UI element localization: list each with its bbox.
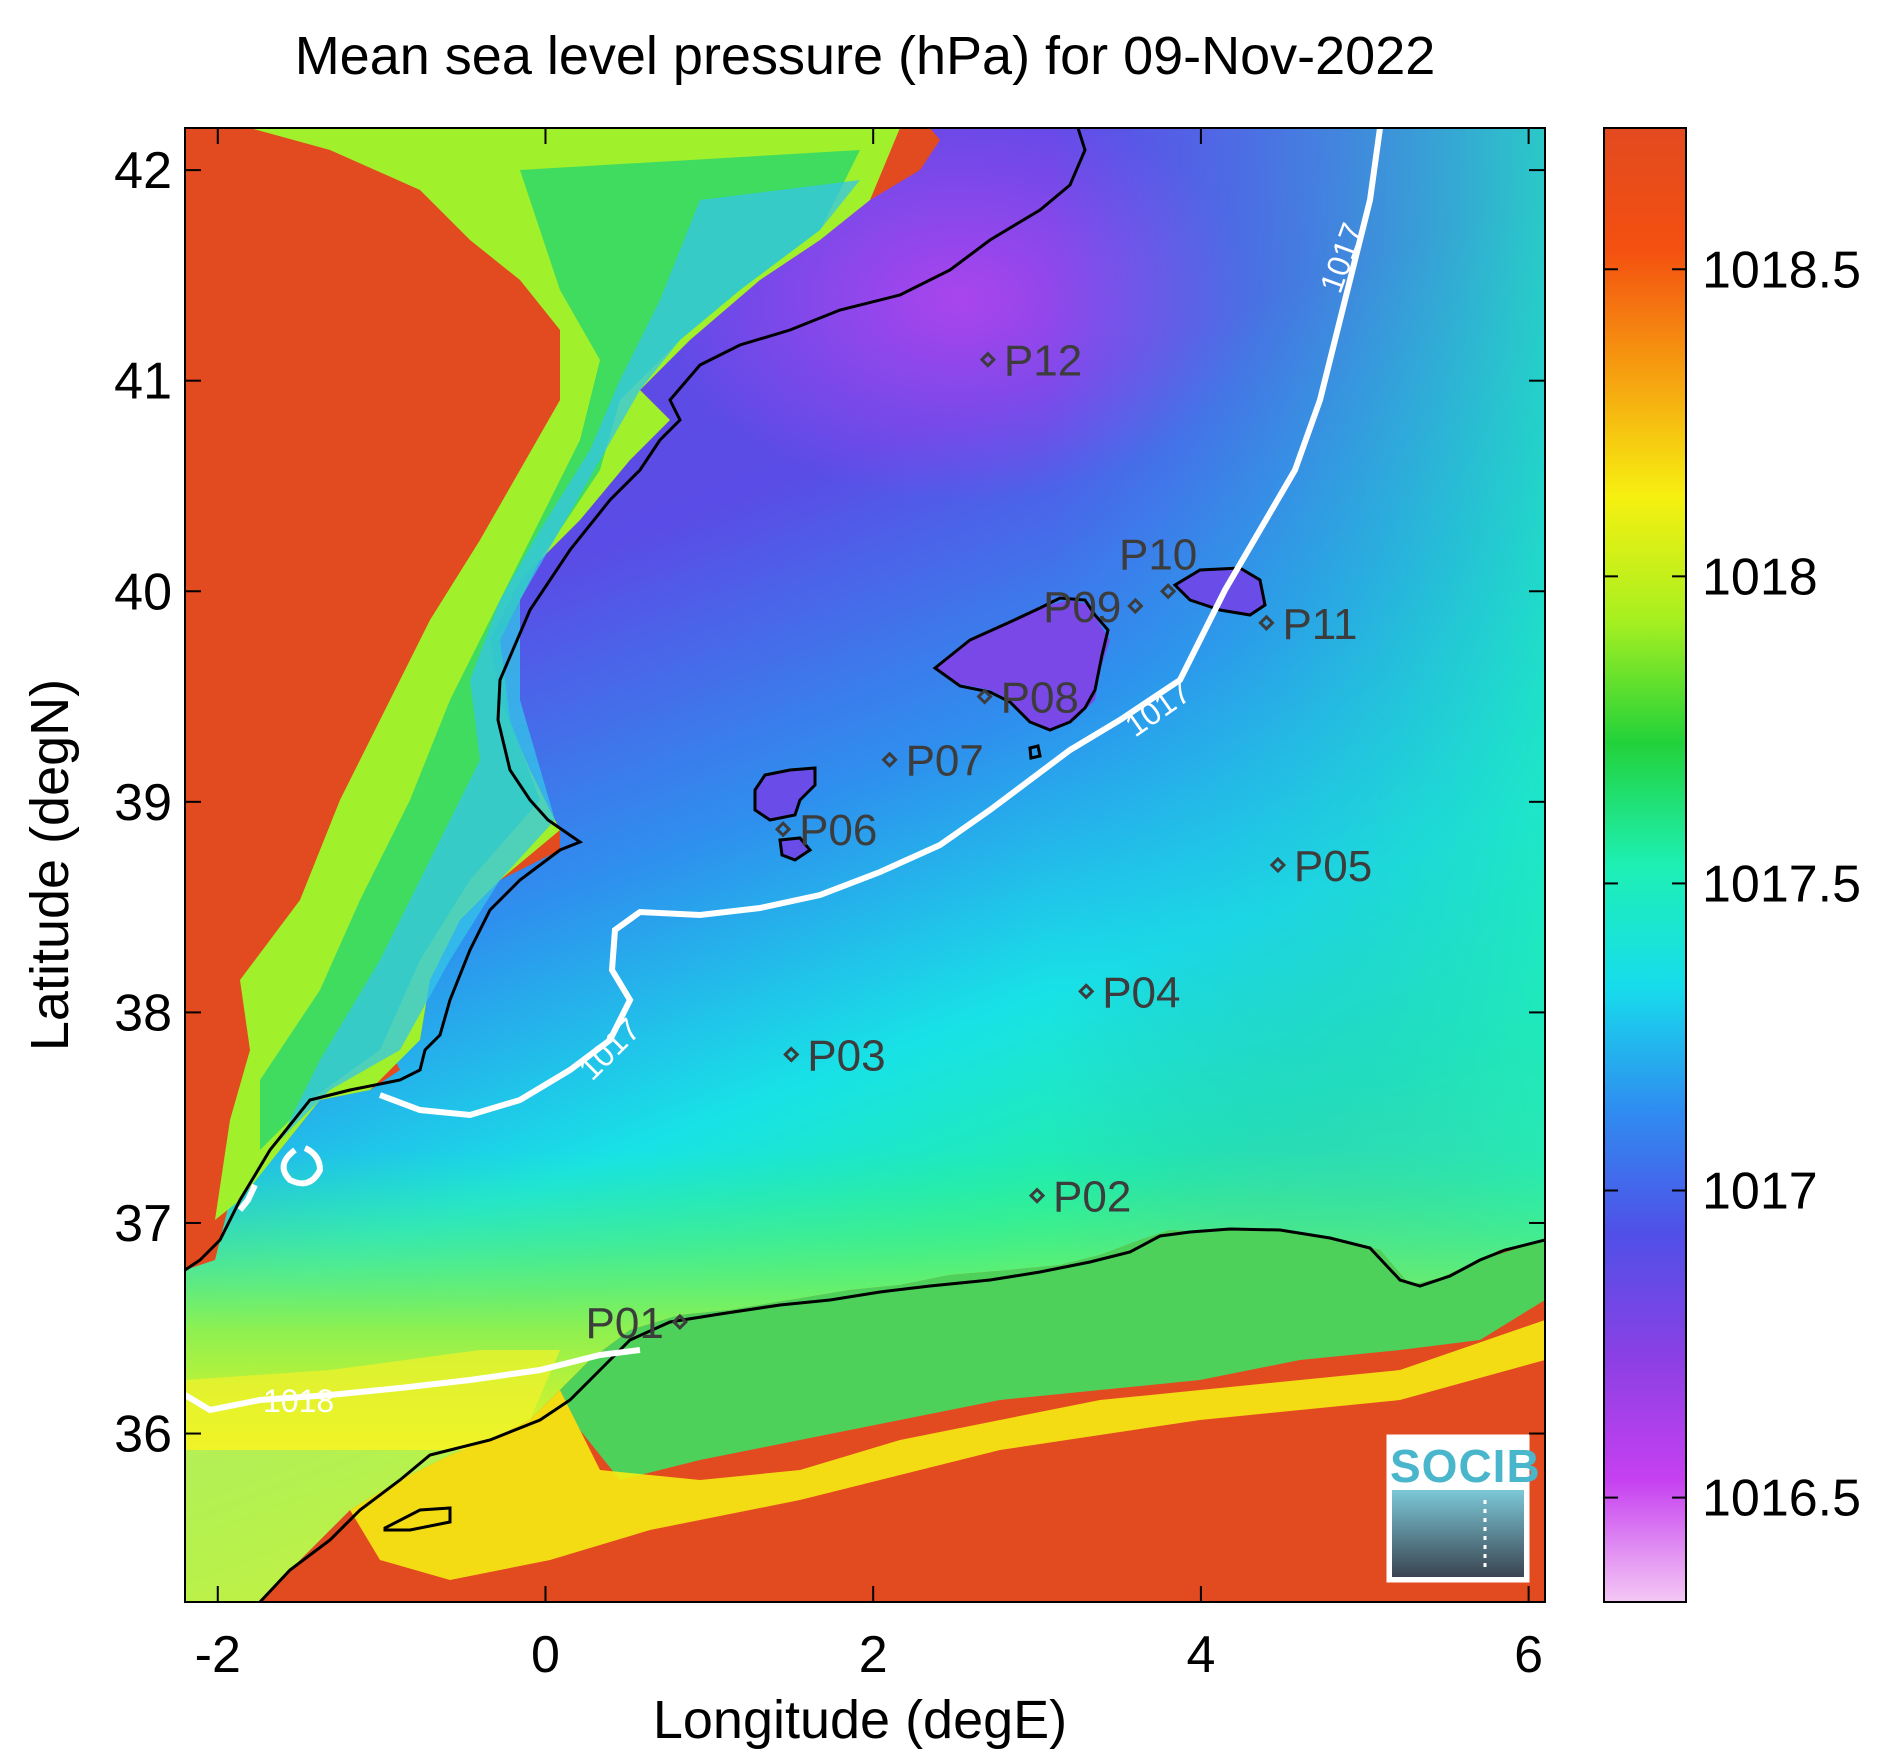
coastline-cabrera bbox=[1028, 744, 1042, 760]
station-marker: P08 bbox=[976, 674, 1079, 723]
land-north-africa-green-band bbox=[560, 1228, 1545, 1480]
station-marker: P03 bbox=[783, 1032, 886, 1081]
colorbar-tick-label: 1017.5 bbox=[1702, 855, 1861, 913]
isobar-1018 bbox=[185, 1347, 641, 1414]
station-marker: P07 bbox=[881, 737, 984, 786]
station-marker: P06 bbox=[774, 806, 877, 855]
axes: -2 0 2 4 6 42 41 40 39 38 37 36 bbox=[114, 128, 1545, 1684]
logo-text: SOCIB bbox=[1390, 1440, 1541, 1492]
isobar-1017-loop bbox=[280, 1145, 324, 1187]
coastline-africa bbox=[258, 1227, 1545, 1602]
y-tick-label: 39 bbox=[114, 774, 172, 832]
station-diamond bbox=[976, 688, 993, 705]
x-tick-label: 2 bbox=[859, 1626, 888, 1684]
station-label: P08 bbox=[1001, 674, 1079, 723]
station-marker: P05 bbox=[1269, 842, 1372, 891]
station-diamond bbox=[783, 1046, 800, 1063]
station-marker: P12 bbox=[979, 337, 1082, 386]
station-diamond bbox=[774, 821, 792, 838]
station-diamond bbox=[671, 1313, 688, 1331]
isobar-1017-west bbox=[237, 1183, 258, 1212]
x-axis-title: Longitude (degE) bbox=[653, 1690, 1067, 1750]
station-diamond bbox=[1160, 583, 1177, 600]
island-ibiza bbox=[755, 768, 815, 820]
isobar-1017-main bbox=[378, 128, 1383, 1119]
station-marker: P10 bbox=[1119, 530, 1197, 600]
station-label: P10 bbox=[1119, 530, 1197, 579]
logo-gradient-block bbox=[1392, 1490, 1524, 1577]
station-label: P02 bbox=[1053, 1173, 1131, 1222]
colorbar-tick-label: 1018.5 bbox=[1702, 241, 1861, 299]
colorbar-tick-label: 1018 bbox=[1702, 548, 1818, 606]
coastline-iberia bbox=[185, 128, 1087, 1272]
station-label: P06 bbox=[799, 806, 877, 855]
colorbar-tick-label: 1016.5 bbox=[1702, 1470, 1861, 1528]
station-marker: P02 bbox=[1028, 1173, 1131, 1222]
station-label: P04 bbox=[1102, 968, 1180, 1017]
isobars bbox=[185, 128, 1383, 1414]
socib-logo: SOCIB bbox=[1386, 1434, 1541, 1583]
y-tick-label: 37 bbox=[114, 1195, 172, 1253]
station-diamond bbox=[881, 751, 898, 768]
station-diamond bbox=[1269, 856, 1287, 874]
colorbar: 1018.5 1018 1017.5 1017 1016.5 bbox=[1603, 127, 1861, 1603]
station-diamond bbox=[1078, 983, 1095, 1000]
coastline-menorca bbox=[1172, 566, 1267, 617]
colorbar-bar bbox=[1603, 127, 1687, 1603]
station-label: P11 bbox=[1282, 600, 1357, 649]
coastline-mallorca bbox=[932, 596, 1110, 732]
page-title: Mean sea level pressure (hPa) for 09-Nov… bbox=[294, 26, 1436, 86]
x-tick-label: -2 bbox=[195, 1626, 241, 1684]
station-label: P03 bbox=[807, 1032, 885, 1081]
station-label: P01 bbox=[586, 1299, 664, 1348]
coastline-formentera bbox=[778, 836, 813, 862]
y-tick-label: 42 bbox=[114, 142, 172, 200]
coastline-ibiza bbox=[753, 766, 817, 822]
station-diamond bbox=[1028, 1187, 1046, 1204]
y-tick-label: 40 bbox=[114, 563, 172, 621]
island-menorca bbox=[1175, 568, 1265, 615]
colorbar-tick-label: 1017 bbox=[1702, 1163, 1818, 1221]
y-axis-title: Latitude (degN) bbox=[20, 679, 80, 1051]
x-tick-label: 0 bbox=[531, 1626, 560, 1684]
y-tick-label: 41 bbox=[114, 353, 172, 411]
y-tick-label: 36 bbox=[114, 1406, 172, 1464]
station-marker: P09 bbox=[1043, 583, 1144, 632]
station-label: P07 bbox=[906, 737, 984, 786]
x-tick-label: 6 bbox=[1514, 1626, 1543, 1684]
land-iberia-cyan-band bbox=[280, 180, 860, 1140]
land-north-africa-yellow-band bbox=[350, 1320, 1545, 1580]
coastline-africa-lagoon bbox=[383, 1506, 452, 1532]
colorbar-ticks: 1018.5 1018 1017.5 1017 1016.5 bbox=[1604, 241, 1861, 1528]
station-marker: P01 bbox=[586, 1299, 688, 1348]
map-plot-area: 1017 1017 1017 1018 P01P02P03P04P05P06P0… bbox=[185, 128, 1545, 1602]
station-label: P05 bbox=[1294, 842, 1372, 891]
isobar-label-1018: 1018 bbox=[263, 1383, 334, 1419]
station-label: P09 bbox=[1043, 583, 1121, 632]
station-diamond bbox=[1258, 614, 1275, 631]
island-mallorca bbox=[935, 600, 1110, 730]
station-marker: P11 bbox=[1258, 600, 1357, 649]
station-diamond bbox=[979, 351, 997, 368]
station-label: P12 bbox=[1004, 337, 1082, 386]
station-marker: P04 bbox=[1078, 968, 1181, 1017]
y-tick-label: 38 bbox=[114, 984, 172, 1042]
x-tick-label: 4 bbox=[1186, 1626, 1215, 1684]
coastlines bbox=[185, 128, 1545, 1602]
plot-frame bbox=[184, 127, 1546, 1603]
station-diamond bbox=[1127, 597, 1144, 615]
land-south-lowland bbox=[185, 1350, 560, 1602]
